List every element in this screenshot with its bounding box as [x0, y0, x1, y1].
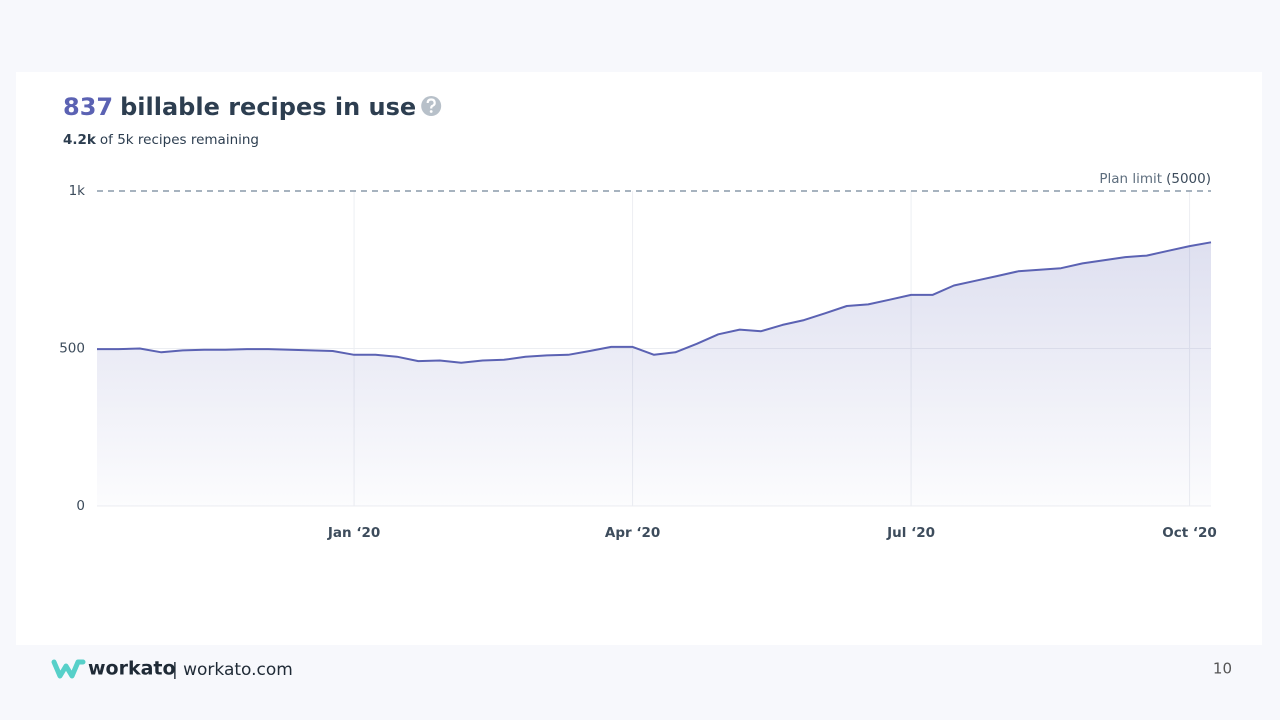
title-value: 837 [63, 93, 113, 121]
x-tick-label: Apr ‘20 [605, 525, 660, 541]
line [97, 241, 1212, 364]
area [97, 242, 1211, 507]
subtitle-strong: 4.2k [63, 132, 97, 148]
page-number: 10 [1213, 660, 1232, 678]
logo-icon [51, 659, 86, 679]
x-tick-label: Oct ‘20 [1162, 525, 1217, 541]
chart-title: 837 billable recipes in use [63, 93, 416, 121]
title-text: billable recipes in use [120, 93, 416, 121]
plan-limit-annotation: Plan limit (5000) [1099, 171, 1211, 187]
x-tick-label: Jan ‘20 [327, 525, 380, 541]
y-tick-label: 500 [59, 341, 85, 357]
y-tick-label: 1k [69, 183, 86, 199]
y-tick-label: 0 [76, 498, 85, 514]
subtitle-text: of 5k recipes remaining [100, 132, 259, 148]
annotation-text: Plan limit [1099, 171, 1162, 187]
help-icon[interactable] [421, 96, 442, 116]
site: | workato.com [172, 660, 293, 680]
annotation-value: (5000) [1166, 171, 1211, 187]
brand: workato [88, 658, 176, 680]
subtitle: 4.2k of 5k recipes remaining [63, 132, 259, 148]
plot: Jan ‘20 Apr ‘20 Jul ‘20 Oct ‘20 0 500 1k [59, 183, 1217, 541]
x-tick-label: Jul ‘20 [886, 525, 935, 541]
